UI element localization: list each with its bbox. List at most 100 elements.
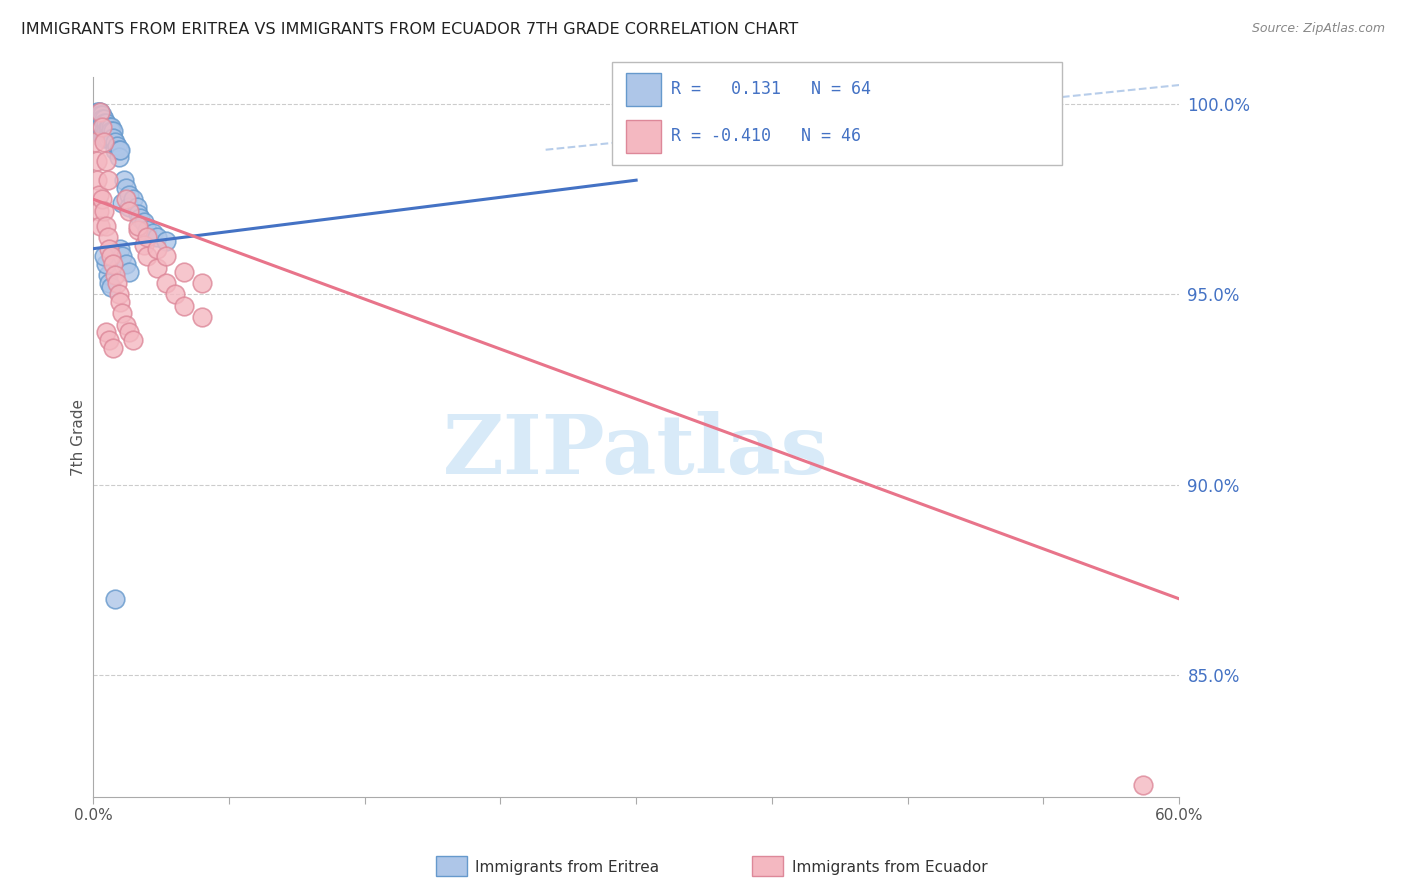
Text: ZIPatlas: ZIPatlas: [443, 411, 830, 491]
Point: [100, 120, 122, 134]
Point: [101, 341, 124, 355]
Point: [155, 276, 177, 290]
Point: [118, 264, 141, 278]
Point: [129, 211, 152, 226]
Point: [136, 222, 159, 236]
Point: [101, 131, 124, 145]
Point: [105, 139, 128, 153]
Point: [93, 124, 115, 138]
Point: [91, 120, 114, 134]
Point: [93, 116, 115, 130]
Point: [97, 173, 120, 187]
Point: [155, 249, 177, 263]
Point: [89, 120, 111, 134]
Point: [118, 326, 141, 340]
Point: [100, 249, 122, 263]
Point: [93, 128, 115, 142]
Point: [145, 242, 167, 256]
Text: IMMIGRANTS FROM ERITREA VS IMMIGRANTS FROM ECUADOR 7TH GRADE CORRELATION CHART: IMMIGRANTS FROM ERITREA VS IMMIGRANTS FR…: [21, 22, 799, 37]
Point: [87, 203, 110, 218]
Point: [94, 116, 117, 130]
Point: [173, 264, 195, 278]
Point: [118, 188, 141, 202]
Point: [97, 268, 120, 283]
Point: [107, 143, 129, 157]
Point: [94, 124, 117, 138]
Point: [91, 128, 114, 142]
Point: [114, 318, 136, 332]
Point: [110, 295, 132, 310]
Point: [118, 200, 141, 214]
Point: [100, 124, 122, 138]
Point: [111, 306, 134, 320]
Point: [94, 326, 117, 340]
Point: [163, 287, 186, 301]
Point: [136, 249, 159, 263]
Point: [98, 242, 121, 256]
Point: [93, 249, 115, 263]
Point: [91, 108, 114, 122]
Point: [94, 257, 117, 271]
Point: [155, 234, 177, 248]
Text: Source: ZipAtlas.com: Source: ZipAtlas.com: [1251, 22, 1385, 36]
Point: [87, 188, 110, 202]
Point: [100, 279, 122, 293]
Point: [89, 124, 111, 138]
Point: [145, 260, 167, 275]
Point: [111, 249, 134, 263]
Point: [87, 108, 110, 122]
Point: [191, 310, 214, 325]
Point: [91, 120, 114, 134]
Point: [89, 104, 111, 119]
Point: [84, 135, 107, 149]
Point: [89, 104, 111, 119]
Point: [97, 124, 120, 138]
Point: [111, 196, 134, 211]
Point: [100, 131, 122, 145]
Point: [127, 207, 149, 221]
Point: [112, 173, 135, 187]
Point: [87, 116, 110, 130]
Point: [110, 143, 132, 157]
Point: [122, 333, 145, 347]
Point: [127, 222, 149, 236]
Point: [91, 192, 114, 206]
Point: [104, 591, 127, 606]
Point: [86, 108, 108, 122]
Point: [114, 192, 136, 206]
Point: [132, 215, 155, 229]
Point: [122, 192, 145, 206]
Point: [101, 124, 124, 138]
Point: [145, 230, 167, 244]
Point: [93, 135, 115, 149]
Point: [89, 108, 111, 122]
Point: [142, 227, 165, 241]
Point: [107, 150, 129, 164]
Point: [118, 203, 141, 218]
Text: Immigrants from Eritrea: Immigrants from Eritrea: [475, 860, 659, 874]
Point: [93, 112, 115, 127]
Point: [89, 112, 111, 127]
Point: [107, 287, 129, 301]
Y-axis label: 7th Grade: 7th Grade: [72, 399, 86, 475]
Point: [94, 154, 117, 169]
Point: [98, 276, 121, 290]
Point: [105, 276, 128, 290]
Point: [89, 219, 111, 233]
Point: [91, 112, 114, 127]
Point: [86, 104, 108, 119]
Point: [98, 333, 121, 347]
Point: [110, 242, 132, 256]
Point: [86, 173, 108, 187]
Point: [136, 230, 159, 244]
Point: [173, 299, 195, 313]
Point: [93, 203, 115, 218]
Point: [97, 120, 120, 134]
Point: [114, 257, 136, 271]
Point: [125, 200, 148, 214]
Point: [127, 219, 149, 233]
Point: [93, 131, 115, 145]
Text: Immigrants from Ecuador: Immigrants from Ecuador: [792, 860, 987, 874]
Point: [191, 276, 214, 290]
Point: [86, 154, 108, 169]
